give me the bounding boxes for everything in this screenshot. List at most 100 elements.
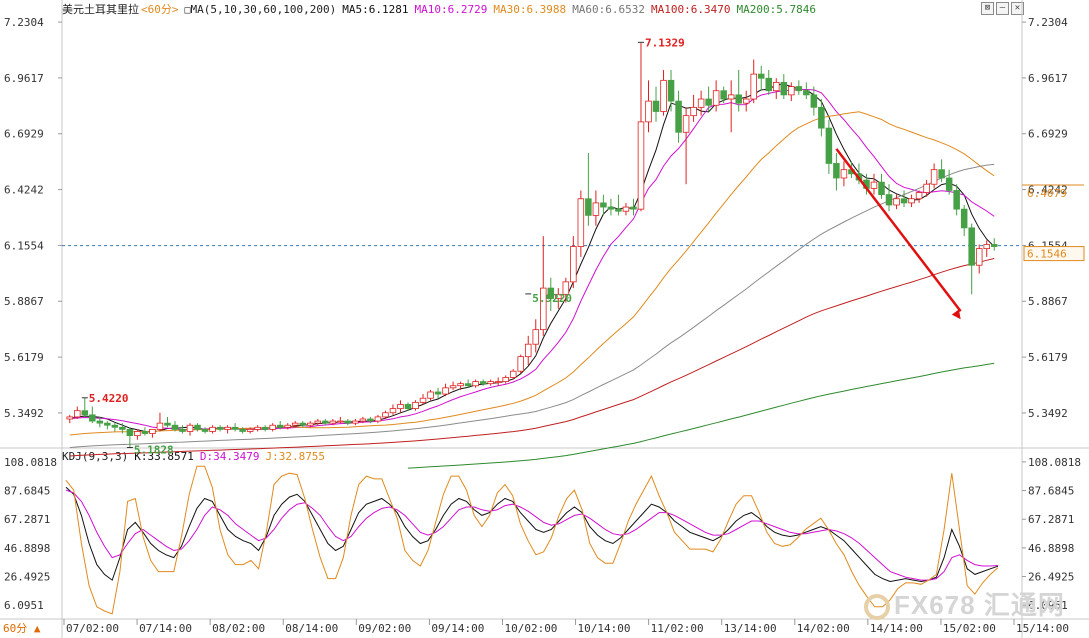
candle-body-down xyxy=(104,422,111,426)
candle-body-up xyxy=(337,420,344,423)
current-price-tag: 6.1546 xyxy=(1027,248,1067,261)
time-tick-label: 13/14:00 xyxy=(724,622,777,635)
candle-body-up xyxy=(457,383,464,387)
candle xyxy=(682,107,690,185)
candle-body-up xyxy=(637,121,645,210)
candle xyxy=(186,423,194,436)
candle xyxy=(727,80,735,133)
candle xyxy=(915,190,923,203)
candle-body-down xyxy=(239,428,246,432)
ma200-line xyxy=(407,362,995,469)
candle-body-up xyxy=(788,86,795,96)
ma100-line xyxy=(69,258,995,457)
candle xyxy=(607,198,615,216)
candle xyxy=(487,379,494,386)
candle-body-down xyxy=(464,383,472,387)
minimize-window-icon[interactable]: — xyxy=(996,2,1009,15)
candle-body-up xyxy=(382,412,389,418)
candle-body-down xyxy=(119,426,126,430)
candle-body-down xyxy=(960,208,968,229)
ma-settings-icon[interactable]: □ xyxy=(184,5,191,16)
candle-body-down xyxy=(126,428,134,437)
candle xyxy=(494,377,502,386)
candle-body-up xyxy=(472,381,479,387)
candle-body-up xyxy=(156,422,164,430)
candle xyxy=(697,90,705,116)
candle xyxy=(246,427,254,434)
candle-body-up xyxy=(562,281,570,295)
candle xyxy=(352,418,359,426)
period-selector[interactable]: 60分 ▲ xyxy=(3,622,41,635)
candle xyxy=(780,74,788,100)
candle xyxy=(885,184,893,212)
candle xyxy=(750,59,757,104)
candle xyxy=(509,369,517,380)
candle-body-up xyxy=(487,381,494,385)
candle xyxy=(89,406,96,424)
kdj-tick-label-right: 87.6845 xyxy=(1028,485,1074,498)
candle xyxy=(765,69,773,95)
candle-body-down xyxy=(953,190,960,210)
candle-body-up xyxy=(975,248,983,266)
price-tick-label-right: 7.2304 xyxy=(1028,16,1068,29)
candle-body-down xyxy=(96,420,104,424)
candle-body-up xyxy=(893,198,900,206)
ma60-line xyxy=(69,163,995,449)
candle xyxy=(803,82,810,100)
candle xyxy=(705,86,712,112)
candle-body-up xyxy=(915,192,923,200)
candle-body-down xyxy=(757,73,765,79)
candle xyxy=(276,421,284,430)
price-tick-label-left: 5.3492 xyxy=(4,407,44,420)
candle-body-down xyxy=(878,181,885,196)
candle xyxy=(975,244,983,274)
candle xyxy=(810,86,818,116)
price-tick-label-right: 6.4242 xyxy=(1028,184,1068,197)
candle-body-up xyxy=(449,385,457,389)
candle-body-up xyxy=(291,422,299,426)
candle-body-down xyxy=(795,86,803,92)
candle-body-down xyxy=(938,169,945,179)
kdj-tick-label-left: 46.8898 xyxy=(4,542,50,555)
candle-body-down xyxy=(81,410,89,416)
candle xyxy=(239,427,246,434)
candle xyxy=(389,404,397,415)
candle-body-up xyxy=(727,94,735,100)
candle-body-up xyxy=(555,293,562,299)
time-tick-label: 10/02:00 xyxy=(504,622,557,635)
candle-body-down xyxy=(194,424,201,430)
candle xyxy=(833,153,840,191)
candle-body-down xyxy=(216,426,224,430)
candle-body-up xyxy=(149,428,156,434)
close-window-icon[interactable]: ✕ xyxy=(1011,2,1024,15)
candle-body-up xyxy=(524,343,532,358)
candle xyxy=(397,400,404,413)
candle-body-up xyxy=(284,424,291,428)
candle xyxy=(983,240,990,257)
candle-body-up xyxy=(307,422,314,426)
candle-body-down xyxy=(735,94,742,104)
candle xyxy=(652,86,660,122)
candle xyxy=(570,236,577,289)
candle-body-down xyxy=(615,208,622,212)
time-tick-label: 15/14:00 xyxy=(1016,622,1069,635)
time-tick-label: 09/14:00 xyxy=(431,622,484,635)
candle-body-up xyxy=(352,420,359,424)
price-tick-label-left: 6.6929 xyxy=(4,128,44,141)
candle xyxy=(825,119,833,174)
trend-arrow-shaft xyxy=(835,148,962,313)
candle xyxy=(870,173,878,195)
candle xyxy=(773,78,780,100)
ma60-value: MA60:6.6532 xyxy=(572,3,646,16)
watermark-logo-icon xyxy=(864,594,890,621)
candle xyxy=(322,418,329,426)
candle xyxy=(231,423,239,432)
kdj-tick-label-left: 87.6845 xyxy=(4,485,50,498)
candle xyxy=(540,236,547,336)
restore-window-icon[interactable]: ⊠ xyxy=(981,2,994,15)
candle-body-down xyxy=(630,206,637,210)
candle xyxy=(404,402,412,411)
price-tick-label-right: 5.6179 xyxy=(1028,351,1068,364)
candle xyxy=(374,414,382,424)
candle xyxy=(788,82,795,102)
